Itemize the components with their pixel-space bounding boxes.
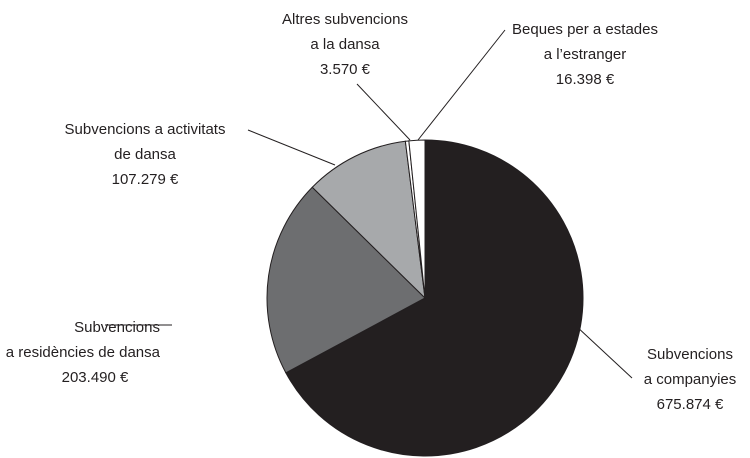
- leader-line: [417, 29, 506, 141]
- value-label: 107.279 €: [112, 171, 179, 188]
- pie-slice: [285, 139, 584, 457]
- slice-label: Subvencions: [647, 346, 733, 363]
- slice-label: de dansa: [114, 146, 176, 163]
- slice-label: a companyies: [644, 371, 737, 388]
- value-label: 3.570 €: [320, 61, 371, 78]
- slice-label: a la dansa: [310, 36, 380, 53]
- slice-label: Subvencions: [74, 319, 160, 336]
- leader-line: [356, 83, 411, 141]
- pie-slice: [311, 140, 426, 300]
- pie-slice: [408, 139, 426, 299]
- slice-label: Subvencions a activitats: [65, 121, 226, 138]
- slice-label: a l’estranger: [544, 46, 627, 63]
- slice-label: Beques per a estades: [512, 21, 658, 38]
- value-label: 675.874 €: [657, 396, 724, 413]
- pie-slice: [266, 186, 426, 374]
- pie: [266, 139, 584, 457]
- slice-label: Altres subvencions: [282, 11, 408, 28]
- leader-line: [574, 324, 633, 379]
- leader-line: [247, 129, 336, 166]
- value-label: 16.398 €: [556, 71, 615, 88]
- value-label: 203.490 €: [62, 369, 129, 386]
- slice-label: a residències de dansa: [6, 344, 161, 361]
